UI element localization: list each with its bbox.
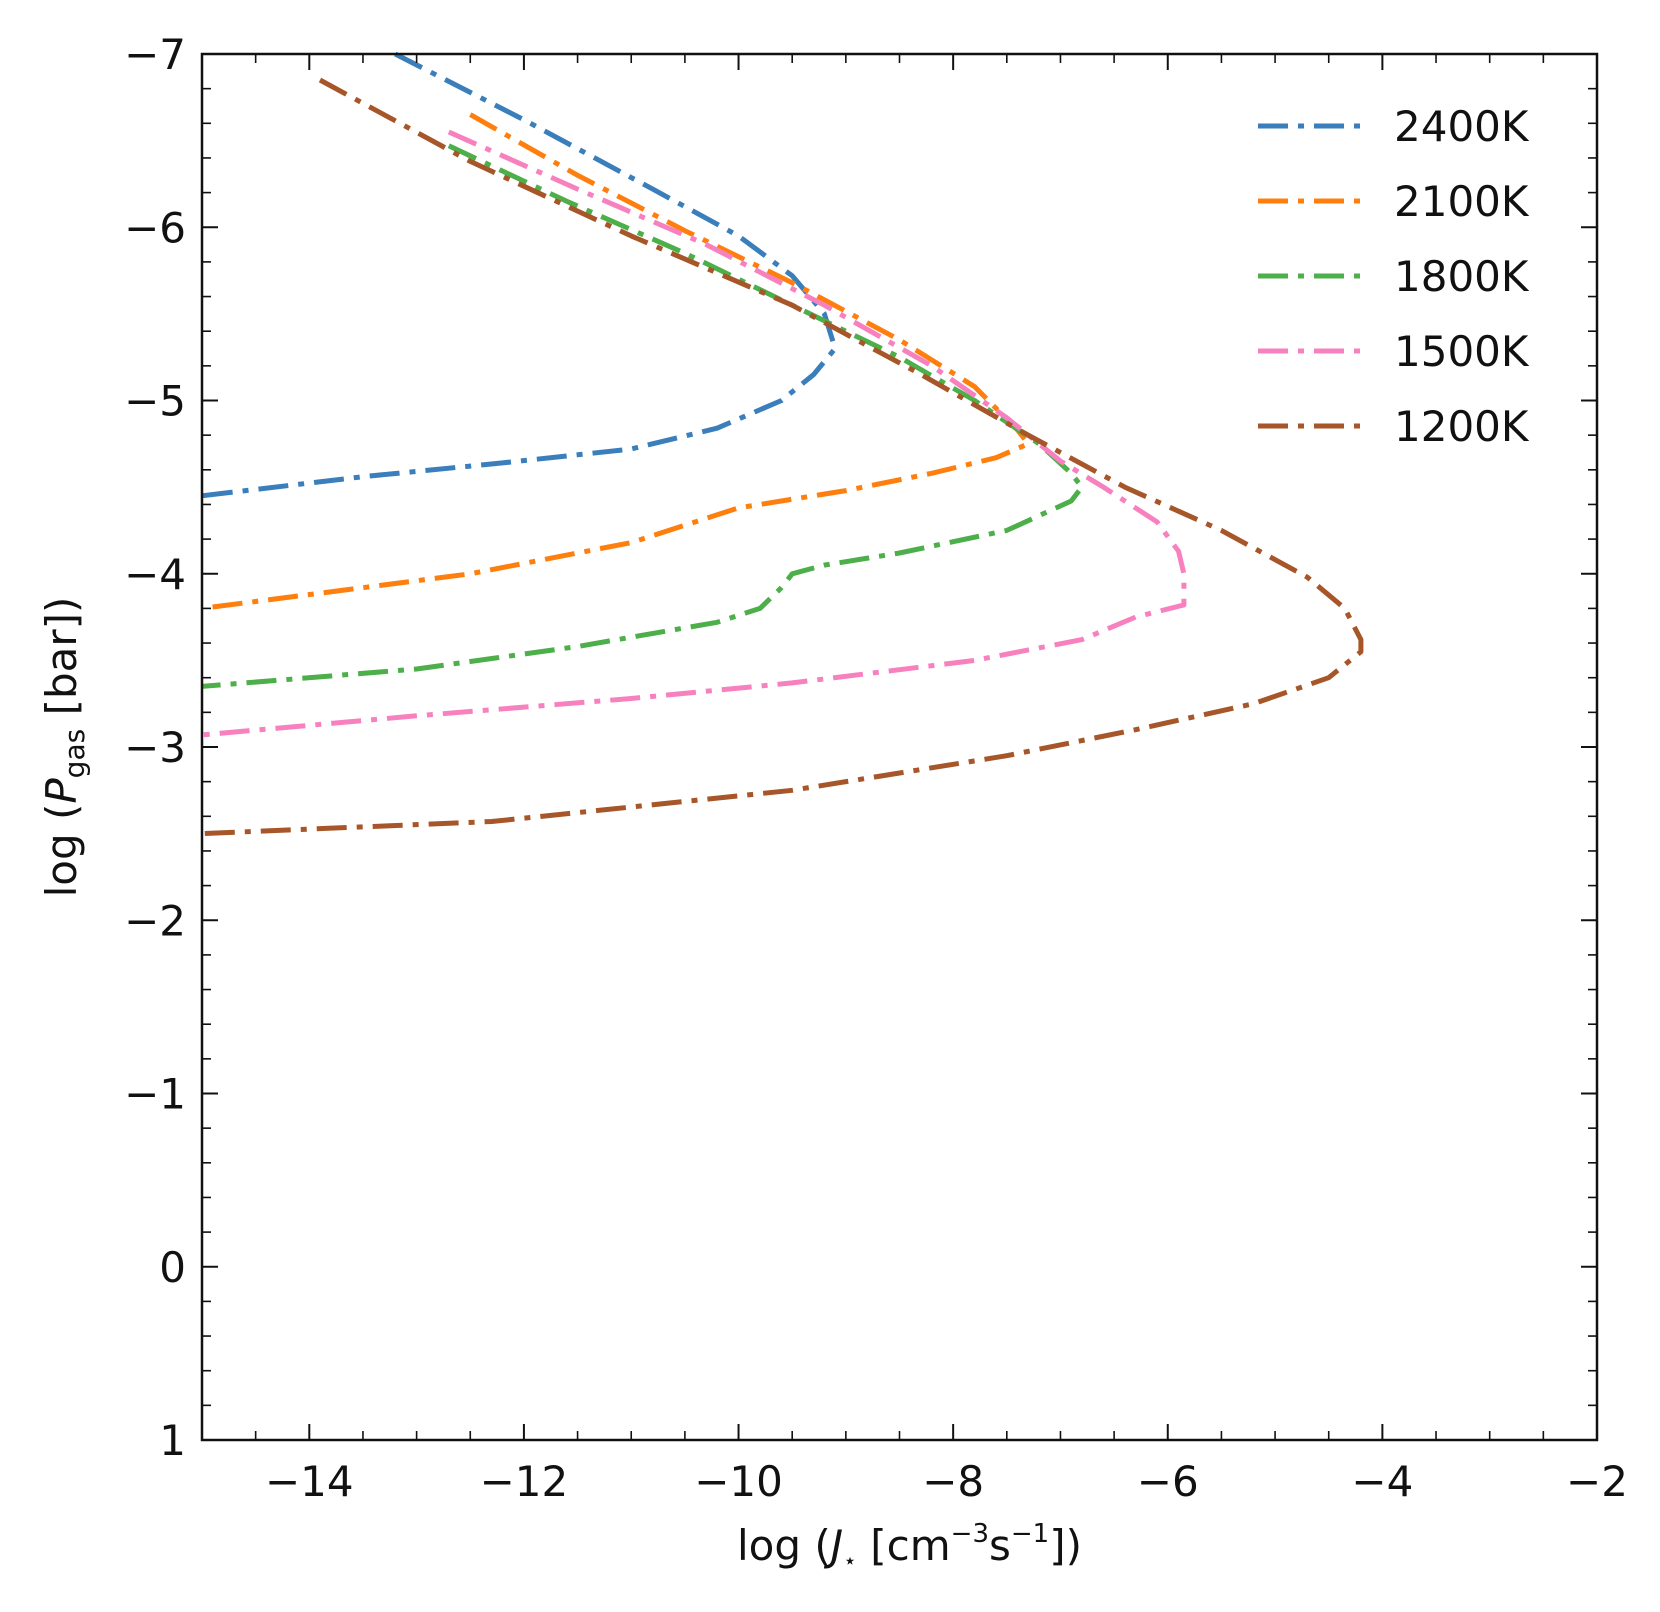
series-line-2100K	[201, 112, 1031, 611]
legend-label-1200K: 1200K	[1394, 402, 1530, 451]
x-axis-title: log (J⋆ [cm−3s−1])	[737, 1519, 1082, 1574]
series-line-1200K	[201, 77, 1364, 837]
x-tick-label: −10	[694, 1457, 783, 1506]
legend-label-2100K: 2100K	[1394, 177, 1530, 226]
y-tick-label: 1	[159, 1416, 186, 1465]
series-layer	[201, 51, 1364, 837]
legend: 2400K 2100K 1800K 1500K 1200K	[1258, 102, 1530, 451]
series-line-1800K	[201, 143, 1085, 689]
y-tick-label: −3	[124, 723, 186, 772]
legend-label-1800K: 1800K	[1394, 252, 1530, 301]
x-tick-label: −8	[922, 1457, 984, 1506]
y-axis-title: log (Pgas [bar])	[37, 597, 91, 898]
y-tick-label: −1	[124, 1070, 186, 1119]
y-tick-label: −5	[124, 377, 186, 426]
x-tick-label: −4	[1351, 1457, 1413, 1506]
series-line-1500K	[201, 129, 1187, 738]
legend-label-1500K: 1500K	[1394, 327, 1530, 376]
ticks-layer: −14 −12 −10 −8 −6 −4 −2−7−6−5−4−3−2−101	[124, 30, 1628, 1506]
plot-frame	[200, 52, 1599, 1442]
x-tick-label: −12	[480, 1457, 569, 1506]
legend-label-2400K: 2400K	[1394, 102, 1530, 151]
y-tick-label: −2	[124, 896, 186, 945]
y-tick-label: 0	[159, 1243, 186, 1292]
series-line-2400K	[201, 51, 838, 499]
y-tick-label: −7	[124, 30, 186, 79]
y-tick-label: −6	[124, 203, 186, 252]
x-tick-label: −6	[1137, 1457, 1199, 1506]
x-tick-label: −2	[1566, 1457, 1628, 1506]
y-tick-label: −4	[124, 550, 186, 599]
x-tick-label: −14	[265, 1457, 354, 1506]
